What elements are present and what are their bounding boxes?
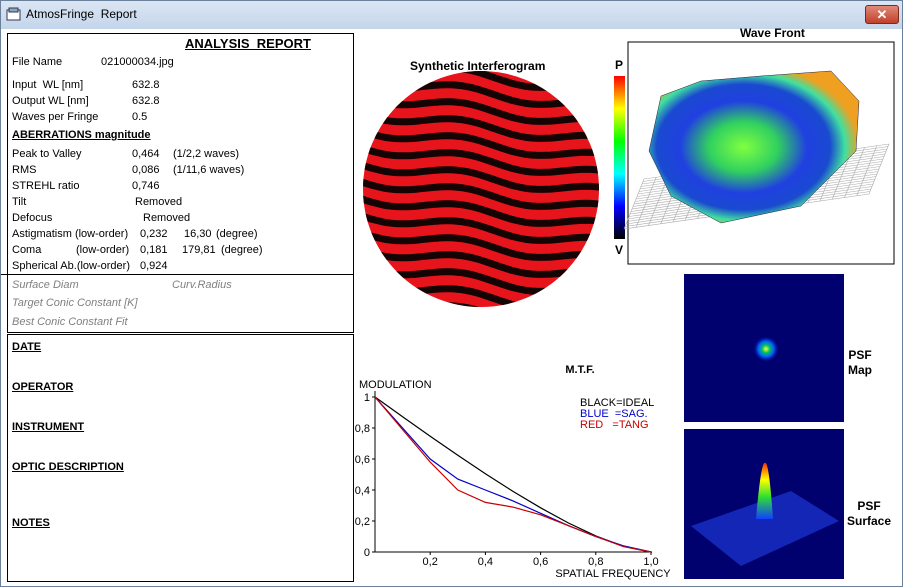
scale-label: P xyxy=(615,58,624,72)
field-value: Removed xyxy=(135,196,183,208)
field-value: 021000034.jpg xyxy=(101,56,174,68)
field-value: 0,746 xyxy=(132,180,160,192)
field-label: Peak to Valley xyxy=(12,148,82,160)
app-icon xyxy=(6,7,21,21)
fringe xyxy=(363,210,599,244)
x-tick-label: 0,8 xyxy=(588,556,603,568)
grid xyxy=(844,147,865,198)
field-value: 0,464 xyxy=(132,148,160,160)
notes-heading: OPERATOR xyxy=(12,381,74,393)
scale-label: V xyxy=(615,243,624,257)
surface-label: Target Conic Constant [K] xyxy=(12,297,138,309)
grid xyxy=(868,143,890,195)
fringe xyxy=(363,176,599,210)
y-tick-label: 0,4 xyxy=(355,485,370,497)
legend-entry: RED =TANG xyxy=(580,419,649,431)
field-label: (low-order) xyxy=(76,244,130,256)
notes-heading: NOTES xyxy=(12,517,50,529)
x-tick-label: 0,4 xyxy=(478,556,493,568)
field-value: 0,924 xyxy=(140,260,168,272)
x-axis-label: SPATIAL FREQUENCY xyxy=(555,568,671,580)
y-tick-label: 0,6 xyxy=(355,454,370,466)
surface-label: Surface Diam xyxy=(12,279,79,291)
y-tick-label: 0,8 xyxy=(355,423,370,435)
field-label: Input WL [nm] xyxy=(12,79,84,91)
field-unit: (degree) xyxy=(221,244,263,256)
fringe xyxy=(363,108,599,142)
field-label: Spherical Ab.(low-order) xyxy=(12,260,130,272)
legend-entry: BLACK=IDEAL xyxy=(580,397,654,409)
y-tick-label: 1 xyxy=(364,392,370,404)
x-tick-label: 0,6 xyxy=(533,556,548,568)
fringe xyxy=(363,71,599,74)
interferogram-title: Synthetic Interferogram xyxy=(410,59,546,73)
psf-spot xyxy=(753,336,779,362)
fringe xyxy=(356,316,606,342)
fringe xyxy=(363,227,599,261)
field-label: RMS xyxy=(12,164,37,176)
notes-panel xyxy=(7,334,354,582)
field-value: 0,181 xyxy=(140,244,168,256)
analysis-panel xyxy=(7,33,354,333)
close-button[interactable]: ✕ xyxy=(865,5,899,24)
psf-label: PSF Map xyxy=(848,348,872,377)
wavefront-title: Wave Front xyxy=(740,26,805,40)
fringe xyxy=(356,27,606,53)
x-tick-label: 1,0 xyxy=(643,556,658,568)
y-tick-label: 0 xyxy=(364,547,370,559)
window-title: AtmosFringe Report xyxy=(26,7,137,21)
interferogram xyxy=(356,27,606,359)
title-bar: AtmosFringe Report ✕ xyxy=(1,1,902,29)
field-label: Defocus xyxy=(12,212,53,224)
fringe xyxy=(356,333,606,359)
field-value: 0,086 xyxy=(132,164,160,176)
field-value: 0,232 xyxy=(140,228,168,240)
fringe xyxy=(363,125,599,159)
field-angle: 16,30 xyxy=(184,228,212,240)
psf-peak xyxy=(756,462,773,519)
field-note: (1/11,6 waves) xyxy=(173,164,245,176)
separator xyxy=(1,274,353,275)
field-label: Output WL [nm] xyxy=(12,95,89,107)
color-scale xyxy=(614,76,625,239)
grid xyxy=(856,145,878,196)
section-heading: ABERRATIONS magnitude xyxy=(12,129,151,141)
psf-base xyxy=(691,491,839,566)
fringe xyxy=(363,142,599,176)
field-unit: (degree) xyxy=(216,228,258,240)
y-tick-label: 0,2 xyxy=(355,516,370,528)
field-value: 632.8 xyxy=(132,95,160,107)
mtf-curve xyxy=(374,396,652,553)
field-note: (1/2,2 waves) xyxy=(173,148,240,160)
wavefront-surface xyxy=(648,70,860,224)
notes-heading: DATE xyxy=(12,341,42,353)
field-label: STREHL ratio xyxy=(12,180,80,192)
chart-title: M.T.F. xyxy=(565,364,594,376)
notes-heading: INSTRUMENT xyxy=(12,421,85,433)
mtf-chart: M.T.F. MODULATION SPATIAL FREQUENCY 0 0,2 0,4… xyxy=(355,364,672,580)
field-label: Astigmatism (low-order) xyxy=(12,228,129,240)
field-label: Tilt xyxy=(12,196,27,208)
surface-label: Best Conic Constant Fit xyxy=(12,316,128,328)
y-axis-label: MODULATION xyxy=(359,379,432,391)
field-value: 632.8 xyxy=(132,79,160,91)
field-label: Coma xyxy=(12,244,42,256)
surface-label: Curv.Radius xyxy=(172,279,232,291)
psf-label: PSF Surface xyxy=(847,499,892,528)
field-label: File Name xyxy=(12,56,63,68)
legend-entry: BLUE =SAG. xyxy=(580,408,648,420)
field-angle: 179,81 xyxy=(182,244,216,256)
fringe xyxy=(363,159,599,193)
field-value: Removed xyxy=(143,212,191,224)
report-title: ANALYSIS REPORT xyxy=(185,36,311,51)
field-label: Waves per Fringe xyxy=(12,111,99,123)
x-tick-label: 0,2 xyxy=(423,556,438,568)
field-value: 0.5 xyxy=(132,111,148,123)
fringe xyxy=(363,193,599,227)
notes-heading: OPTIC DESCRIPTION xyxy=(12,461,124,473)
